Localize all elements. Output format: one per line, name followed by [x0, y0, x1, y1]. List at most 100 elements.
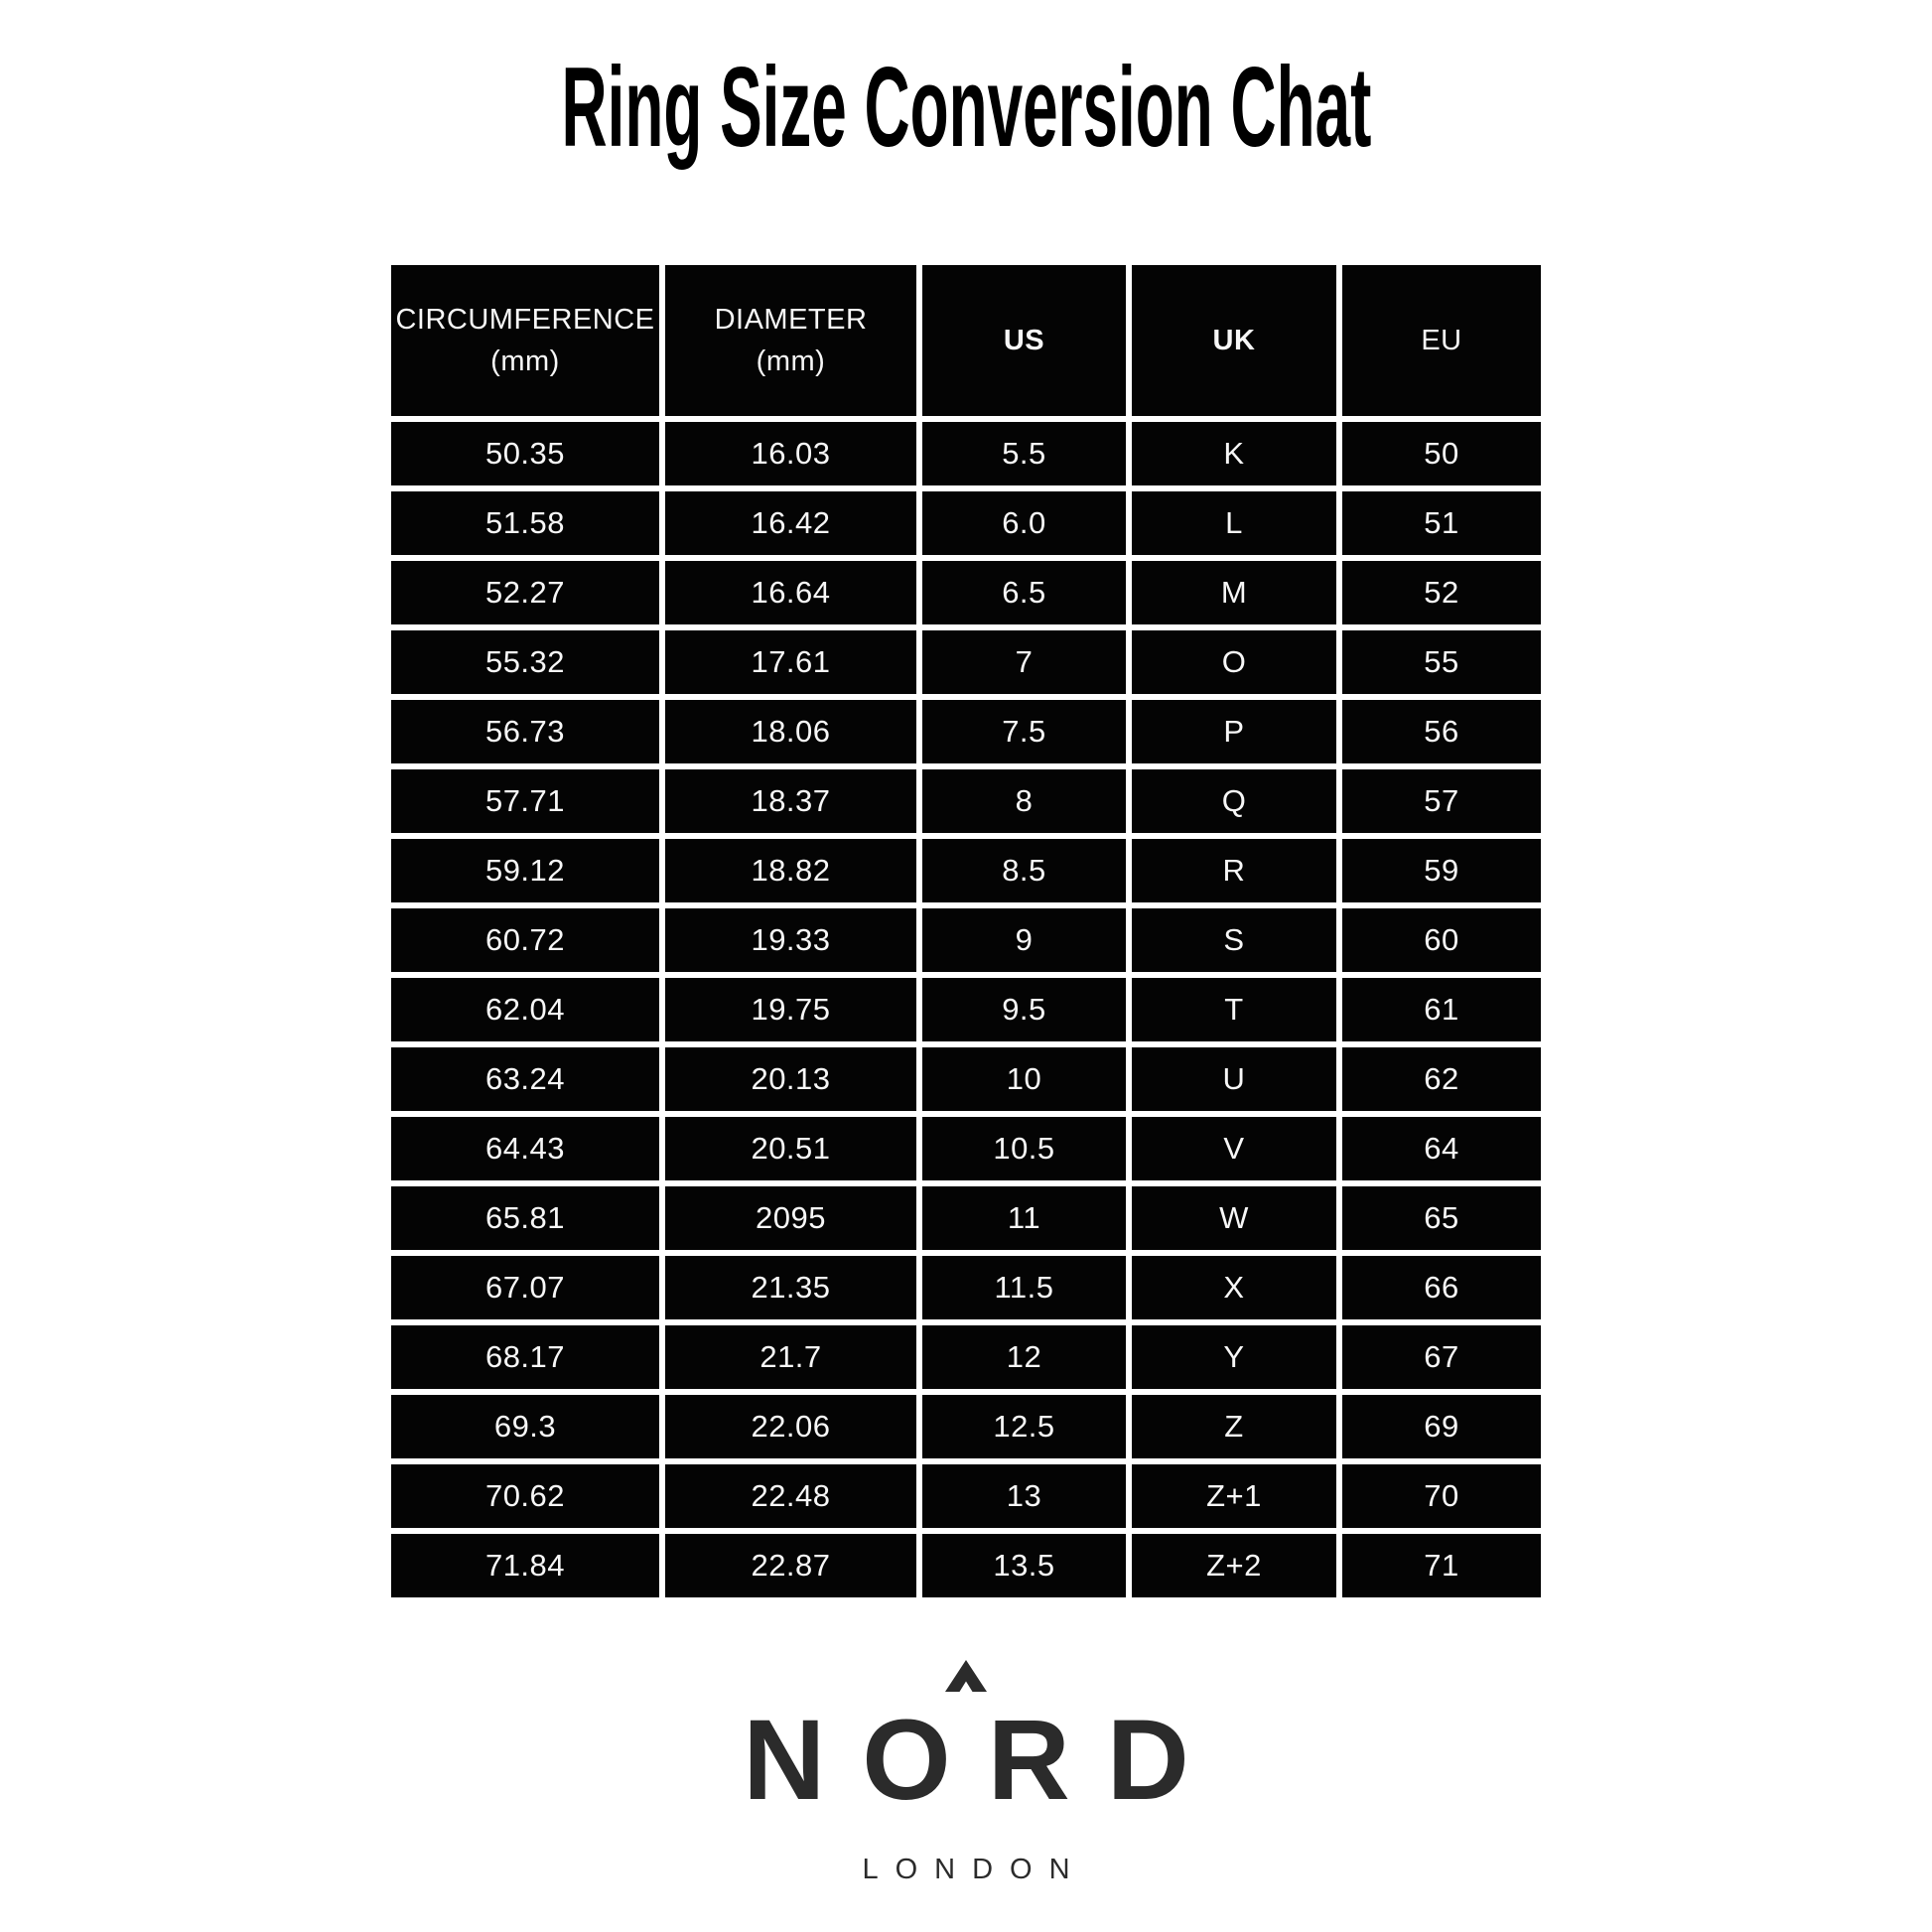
table-cell: 59: [1342, 839, 1541, 902]
table-cell: 9.5: [922, 978, 1126, 1041]
brand-name: NORD: [743, 1697, 1226, 1824]
table-cell: 8.5: [922, 839, 1126, 902]
table-cell: 9: [922, 908, 1126, 972]
table-cell: Z: [1132, 1395, 1336, 1458]
col-header-circumference: CIRCUMFERENCE (mm): [391, 265, 659, 416]
table-row: 55.32 17.61 7 O 55: [391, 630, 1541, 694]
table-cell: 2095: [665, 1186, 916, 1250]
table-cell: 71.84: [391, 1534, 659, 1597]
table-cell: 57: [1342, 769, 1541, 833]
brand-city: LONDON: [862, 1854, 1087, 1885]
table-row: 64.43 20.51 10.5 V 64: [391, 1117, 1541, 1180]
table-cell: O: [1132, 630, 1336, 694]
table-row: 63.24 20.13 10 U 62: [391, 1047, 1541, 1111]
table-cell: 13.5: [922, 1534, 1126, 1597]
table-cell: 8: [922, 769, 1126, 833]
table-row: 52.27 16.64 6.5 M 52: [391, 561, 1541, 624]
table-cell: 10.5: [922, 1117, 1126, 1180]
col-header-eu: EU: [1342, 265, 1541, 416]
table-cell: 50.35: [391, 422, 659, 485]
col-header-diameter: DIAMETER (mm): [665, 265, 916, 416]
table-cell: 20.51: [665, 1117, 916, 1180]
table-row: 60.72 19.33 9 S 60: [391, 908, 1541, 972]
table-cell: Z+2: [1132, 1534, 1336, 1597]
header-row: CIRCUMFERENCE (mm) DIAMETER (mm) US UK E…: [391, 265, 1541, 416]
table-cell: R: [1132, 839, 1336, 902]
table-cell: 51: [1342, 491, 1541, 555]
chevron-up-icon: [945, 1660, 987, 1692]
table-cell: W: [1132, 1186, 1336, 1250]
table-cell: 16.64: [665, 561, 916, 624]
table-row: 56.73 18.06 7.5 P 56: [391, 700, 1541, 763]
table-cell: 50: [1342, 422, 1541, 485]
table-cell: 55: [1342, 630, 1541, 694]
table-cell: 62: [1342, 1047, 1541, 1111]
table-cell: 51.58: [391, 491, 659, 555]
table-cell: P: [1132, 700, 1336, 763]
table-cell: 52: [1342, 561, 1541, 624]
table-cell: 57.71: [391, 769, 659, 833]
table-cell: 16.03: [665, 422, 916, 485]
table-cell: 63.24: [391, 1047, 659, 1111]
table-cell: 60: [1342, 908, 1541, 972]
table-cell: 11: [922, 1186, 1126, 1250]
table-cell: 56.73: [391, 700, 659, 763]
table-row: 71.84 22.87 13.5 Z+2 71: [391, 1534, 1541, 1597]
brand-logo: NORD LONDON: [0, 1660, 1932, 1886]
table-cell: M: [1132, 561, 1336, 624]
table-cell: U: [1132, 1047, 1336, 1111]
table-cell: 6.5: [922, 561, 1126, 624]
table-cell: V: [1132, 1117, 1336, 1180]
col-header-label: DIAMETER: [714, 303, 868, 336]
table-cell: 21.7: [665, 1325, 916, 1389]
col-header-uk: UK: [1132, 265, 1336, 416]
table-cell: 18.06: [665, 700, 916, 763]
table-cell: 64: [1342, 1117, 1541, 1180]
table-cell: 70.62: [391, 1464, 659, 1528]
table-cell: 19.33: [665, 908, 916, 972]
table-row: 50.35 16.03 5.5 K 50: [391, 422, 1541, 485]
table-cell: 20.13: [665, 1047, 916, 1111]
col-header-label: US: [1003, 324, 1045, 356]
table-cell: 68.17: [391, 1325, 659, 1389]
table-cell: 22.48: [665, 1464, 916, 1528]
table-cell: 7.5: [922, 700, 1126, 763]
table-cell: L: [1132, 491, 1336, 555]
col-header-unit: (mm): [756, 345, 826, 377]
table-cell: 70: [1342, 1464, 1541, 1528]
table-cell: T: [1132, 978, 1336, 1041]
table-body: 50.35 16.03 5.5 K 50 51.58 16.42 6.0 L 51 52.27 16.…: [391, 422, 1541, 1597]
col-header-label: CIRCUMFERENCE: [395, 303, 655, 336]
table-header: CIRCUMFERENCE (mm) DIAMETER (mm) US UK E…: [391, 265, 1541, 416]
table-cell: 12: [922, 1325, 1126, 1389]
table-row: 68.17 21.7 12 Y 67: [391, 1325, 1541, 1389]
table-cell: 67.07: [391, 1256, 659, 1319]
table-cell: Y: [1132, 1325, 1336, 1389]
col-header-label: EU: [1421, 324, 1462, 356]
table-cell: 59.12: [391, 839, 659, 902]
col-header-us: US: [922, 265, 1126, 416]
table-row: 70.62 22.48 13 Z+1 70: [391, 1464, 1541, 1528]
table-cell: 61: [1342, 978, 1541, 1041]
table-cell: 22.87: [665, 1534, 916, 1597]
table-cell: 62.04: [391, 978, 659, 1041]
table-cell: 18.37: [665, 769, 916, 833]
table-cell: S: [1132, 908, 1336, 972]
table-cell: 12.5: [922, 1395, 1126, 1458]
table-cell: 52.27: [391, 561, 659, 624]
table-cell: 69.3: [391, 1395, 659, 1458]
table-cell: 60.72: [391, 908, 659, 972]
table-row: 57.71 18.37 8 Q 57: [391, 769, 1541, 833]
table-row: 69.3 22.06 12.5 Z 69: [391, 1395, 1541, 1458]
table-row: 67.07 21.35 11.5 X 66: [391, 1256, 1541, 1319]
table-cell: K: [1132, 422, 1336, 485]
table-cell: 65.81: [391, 1186, 659, 1250]
table-cell: 11.5: [922, 1256, 1126, 1319]
table-cell: 7: [922, 630, 1126, 694]
table-cell: 17.61: [665, 630, 916, 694]
col-header-label: UK: [1212, 324, 1256, 356]
table-cell: 6.0: [922, 491, 1126, 555]
table-cell: Z+1: [1132, 1464, 1336, 1528]
table-cell: 71: [1342, 1534, 1541, 1597]
